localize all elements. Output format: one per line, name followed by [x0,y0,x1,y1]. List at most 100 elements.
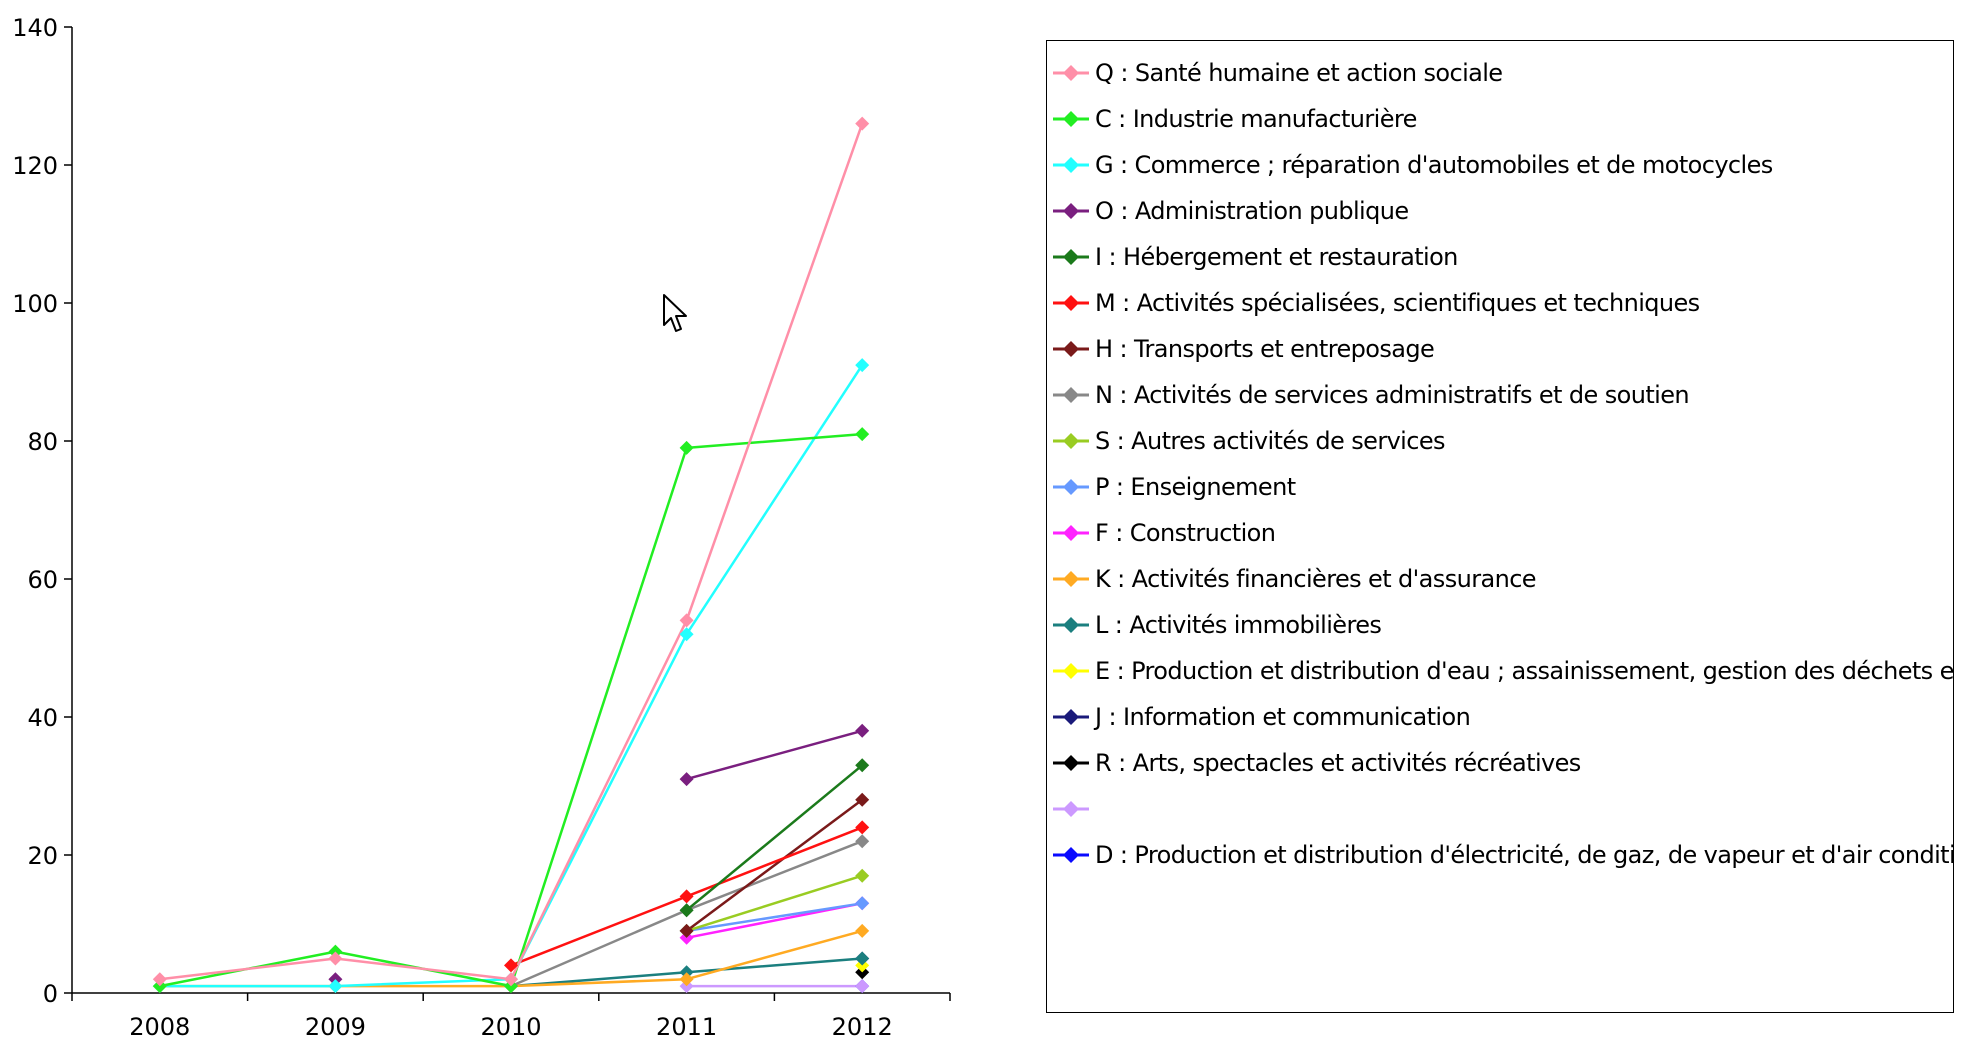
legend-label: D : Production et distribution d'électri… [1095,841,1954,869]
y-tick-label: 120 [12,152,58,180]
data-point-marker [679,889,694,904]
y-tick-label: 80 [27,428,58,456]
legend-swatch-icon [1053,111,1089,127]
data-point-marker [855,116,870,131]
legend-swatch-icon [1053,65,1089,81]
legend-swatch-icon [1053,387,1089,403]
legend-item: R : Arts, spectacles et activités récréa… [1053,743,1581,783]
legend-item: N : Activités de services administratifs… [1053,375,1690,415]
data-point-marker [328,979,343,994]
data-point-marker [679,440,694,455]
legend-label: K : Activités financières et d'assurance [1095,565,1537,593]
series-line [686,902,863,933]
legend-swatch-icon [1053,755,1089,771]
series-markers [152,116,870,994]
legend-label: F : Construction [1095,519,1276,547]
data-point-marker [679,613,694,628]
x-tick-label: 2009 [305,1013,366,1041]
data-point-marker [855,427,870,442]
data-point-marker [679,972,694,987]
data-point-marker [855,820,870,835]
legend-item: S : Autres activités de services [1053,421,1446,461]
legend-item: Q : Santé humaine et action sociale [1053,53,1503,93]
data-point-marker [679,903,694,918]
x-tick-label: 2012 [832,1013,893,1041]
legend-swatch-icon [1053,801,1089,817]
legend-item: O : Administration publique [1053,191,1409,231]
axes [64,26,951,1001]
data-point-marker [855,758,870,773]
legend-label: N : Activités de services administratifs… [1095,381,1690,409]
data-point-marker [679,627,694,642]
legend-item: H : Transports et entreposage [1053,329,1435,369]
legend-label: L : Activités immobilières [1095,611,1382,639]
legend-item: E : Production et distribution d'eau ; a… [1053,651,1954,691]
legend-swatch-icon [1053,617,1089,633]
legend-label: M : Activités spécialisées, scientifique… [1095,289,1700,317]
legend-label: J : Information et communication [1095,703,1471,731]
legend-label: G : Commerce ; réparation d'automobiles … [1095,151,1773,179]
data-point-marker [855,792,870,807]
data-point-marker [855,358,870,373]
legend-label: H : Transports et entreposage [1095,335,1435,363]
legend-item: C : Industrie manufacturière [1053,99,1417,139]
data-point-marker [504,958,518,973]
legend-swatch-icon [1053,847,1089,863]
legend-swatch-icon [1053,709,1089,725]
y-tick-label: 100 [12,290,58,318]
data-point-marker [679,772,694,787]
legend-item: J : Information et communication [1053,697,1471,737]
data-point-marker [855,951,870,966]
legend-item: P : Enseignement [1053,467,1296,507]
legend-item: G : Commerce ; réparation d'automobiles … [1053,145,1773,185]
series-line [686,729,863,781]
legend-label: S : Autres activités de services [1095,427,1446,455]
series-line [685,764,863,912]
tick-labels: 0 20 40 60 80 100 120 140 2008 2009 2010 2011 2012 [12,14,893,1041]
legend-swatch-icon [1053,479,1089,495]
legend-label: C : Industrie manufacturière [1095,105,1417,133]
data-point-marker [504,972,518,987]
legend-label: P : Enseignement [1095,473,1296,501]
legend-item [1053,789,1095,829]
legend-swatch-icon [1053,433,1089,449]
legend-swatch-icon [1053,571,1089,587]
line-chart: 0 20 40 60 80 100 120 140 2008 2009 2010 2011 2012 [12,14,951,1041]
legend-item: K : Activités financières et d'assurance [1053,559,1537,599]
legend-item: M : Activités spécialisées, scientifique… [1053,283,1700,323]
x-tick-label: 2011 [656,1013,717,1041]
legend-item: F : Construction [1053,513,1276,553]
y-tick-label: 140 [12,14,58,42]
series-lines [159,123,864,988]
y-tick-label: 20 [27,842,58,870]
mouse-pointer-icon [663,294,687,332]
chart-legend: Q : Santé humaine et action sociale C : I… [1046,40,1954,1013]
legend-swatch-icon [1053,525,1089,541]
legend-swatch-icon [1053,249,1089,265]
data-point-marker [328,951,343,966]
legend-label: I : Hébergement et restauration [1095,243,1458,271]
data-point-marker [855,923,870,938]
legend-swatch-icon [1053,663,1089,679]
series-line [159,364,864,988]
data-point-marker [855,979,870,994]
legend-label: E : Production et distribution d'eau ; a… [1095,657,1954,685]
data-point-marker [855,723,870,738]
legend-item: I : Hébergement et restauration [1053,237,1458,277]
data-point-marker [855,834,870,849]
series-line [159,432,863,988]
legend-item: L : Activités immobilières [1053,605,1382,645]
y-tick-label: 60 [27,566,58,594]
legend-label: O : Administration publique [1095,197,1409,225]
data-point-marker [152,972,167,987]
data-point-marker [855,896,870,911]
legend-item: D : Production et distribution d'électri… [1053,835,1954,875]
legend-swatch-icon [1053,157,1089,173]
series-line [686,874,863,933]
legend-label: Q : Santé humaine et action sociale [1095,59,1503,87]
legend-swatch-icon [1053,203,1089,219]
data-point-marker [679,923,694,938]
series-line [685,798,863,932]
x-tick-label: 2010 [480,1013,541,1041]
x-tick-label: 2008 [129,1013,190,1041]
